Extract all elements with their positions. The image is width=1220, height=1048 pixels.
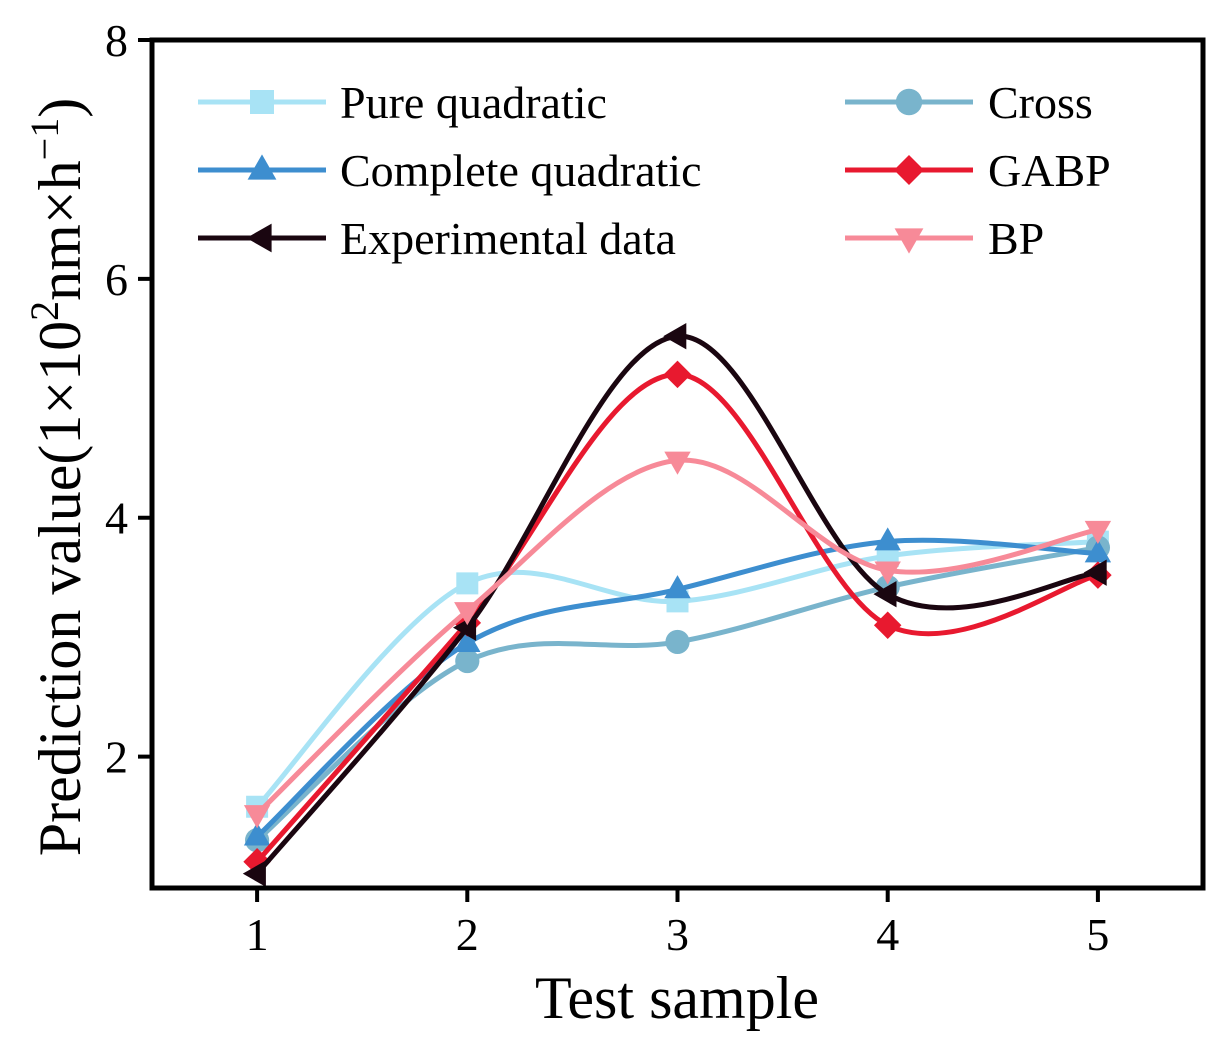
y-tick-label: 8 <box>105 15 128 66</box>
series-layer <box>243 323 1112 887</box>
legend-item: Complete quadratic <box>198 145 702 196</box>
legend-item: GABP <box>845 145 1111 196</box>
legend-label: Complete quadratic <box>340 145 702 196</box>
x-axis-label: Test sample <box>535 965 819 1031</box>
y-axis-label: Prediction value(1×102nm×h−1) <box>22 98 93 856</box>
legend-item: Cross <box>845 77 1093 128</box>
series-gabp <box>243 361 1111 876</box>
legend-label: BP <box>988 213 1044 264</box>
data-point <box>663 323 686 349</box>
y-tick-label: 6 <box>105 254 128 305</box>
legend-marker <box>895 228 924 253</box>
x-tick-label: 5 <box>1086 909 1109 960</box>
data-point <box>874 611 902 639</box>
legend-item: Experimental data <box>198 213 676 264</box>
y-tick-label: 4 <box>105 493 128 544</box>
series-line <box>257 374 1098 861</box>
legend-marker <box>246 224 271 253</box>
legend-marker <box>248 154 277 179</box>
series-pure-quadratic <box>246 531 1109 818</box>
data-point <box>455 649 479 673</box>
x-tick-label: 2 <box>456 909 479 960</box>
data-point <box>665 630 689 654</box>
legend-marker <box>250 90 274 114</box>
legend-label: GABP <box>988 145 1111 196</box>
legend: Pure quadratic Cross Complete quadratic GAB… <box>198 77 1111 264</box>
legend-marker <box>896 89 922 115</box>
data-point <box>456 572 478 594</box>
data-point <box>664 361 692 389</box>
x-tick-label: 4 <box>876 909 899 960</box>
x-tick-label: 3 <box>666 909 689 960</box>
legend-item: BP <box>845 213 1044 264</box>
legend-label: Cross <box>988 77 1093 128</box>
x-tick-label: 1 <box>246 909 269 960</box>
y-axis-label-sup2: −1 <box>22 118 67 161</box>
y-tick-label: 2 <box>105 732 128 783</box>
chart: 1 2 3 4 5 2 4 6 8 Pure quadratic Cross Complete qu… <box>0 0 1220 1048</box>
y-axis-label-sup1: 2 <box>22 301 67 321</box>
legend-item: Pure quadratic <box>198 77 607 128</box>
series-complete-quadratic <box>244 527 1111 845</box>
legend-marker <box>894 155 924 185</box>
legend-label: Experimental data <box>340 213 676 264</box>
legend-label: Pure quadratic <box>340 77 607 128</box>
